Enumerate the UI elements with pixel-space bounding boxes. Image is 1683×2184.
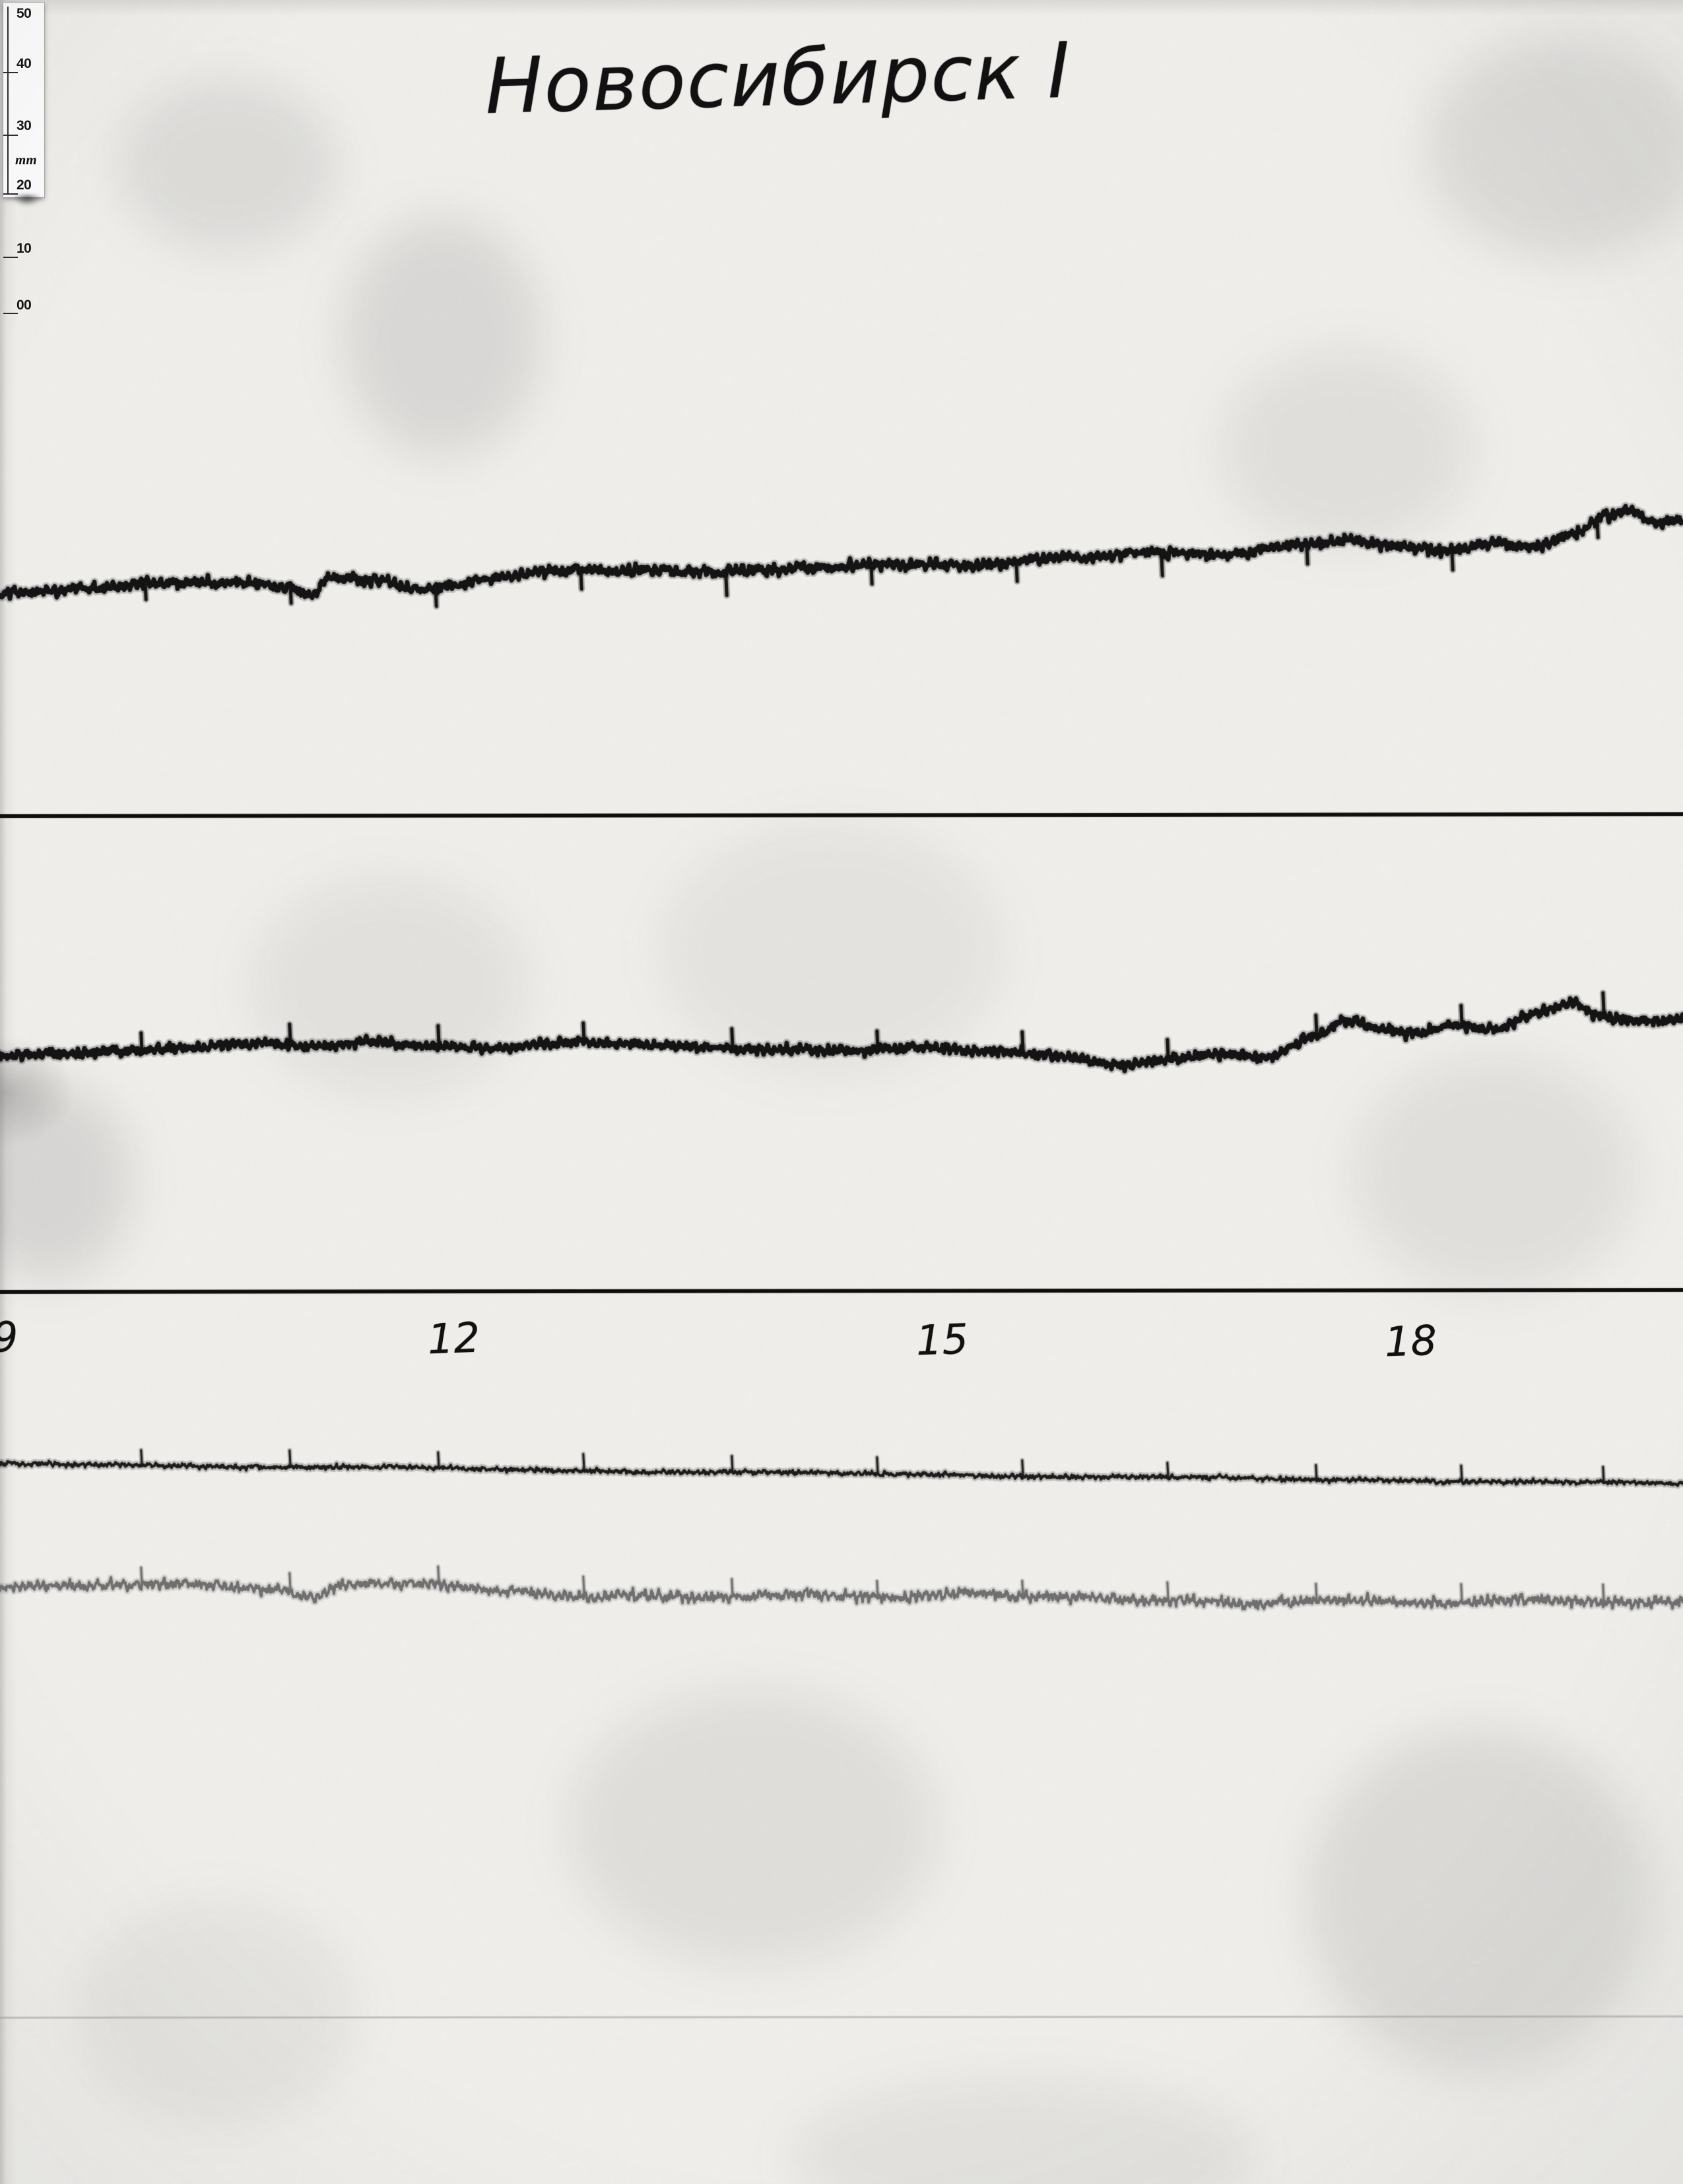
ruler-label-00: 00 (16, 298, 31, 312)
ruler-label-30: 30 (16, 119, 31, 133)
hour-label-9: 9 (0, 1312, 19, 1361)
ruler-unit-label: mm (15, 152, 37, 168)
hour-label-15: 15 (915, 1315, 969, 1365)
ruler-tick-30 (3, 135, 18, 136)
page-title: Новосибирск I (484, 26, 1072, 132)
ruler-tick-20 (3, 193, 18, 195)
seismogram-sheet: 50 40 30 mm 20 10 00 Новосибирск I 9 12 15… (0, 0, 1683, 2184)
ruler-label-10: 10 (16, 241, 31, 255)
ruler-label-50: 50 (16, 7, 31, 20)
hour-label-12: 12 (427, 1314, 480, 1364)
ruler-tick-10 (3, 257, 18, 258)
mm-scale-ruler: 50 40 30 mm 20 10 00 (3, 3, 44, 197)
ruler-label-40: 40 (16, 57, 31, 71)
seismic-trace-layer (0, 0, 1683, 2184)
ruler-tick-40 (3, 72, 18, 73)
ruler-drop-shadow (13, 195, 41, 206)
hour-label-18: 18 (1384, 1316, 1437, 1366)
ruler-tick-00 (3, 313, 18, 314)
ruler-label-20: 20 (16, 178, 31, 192)
